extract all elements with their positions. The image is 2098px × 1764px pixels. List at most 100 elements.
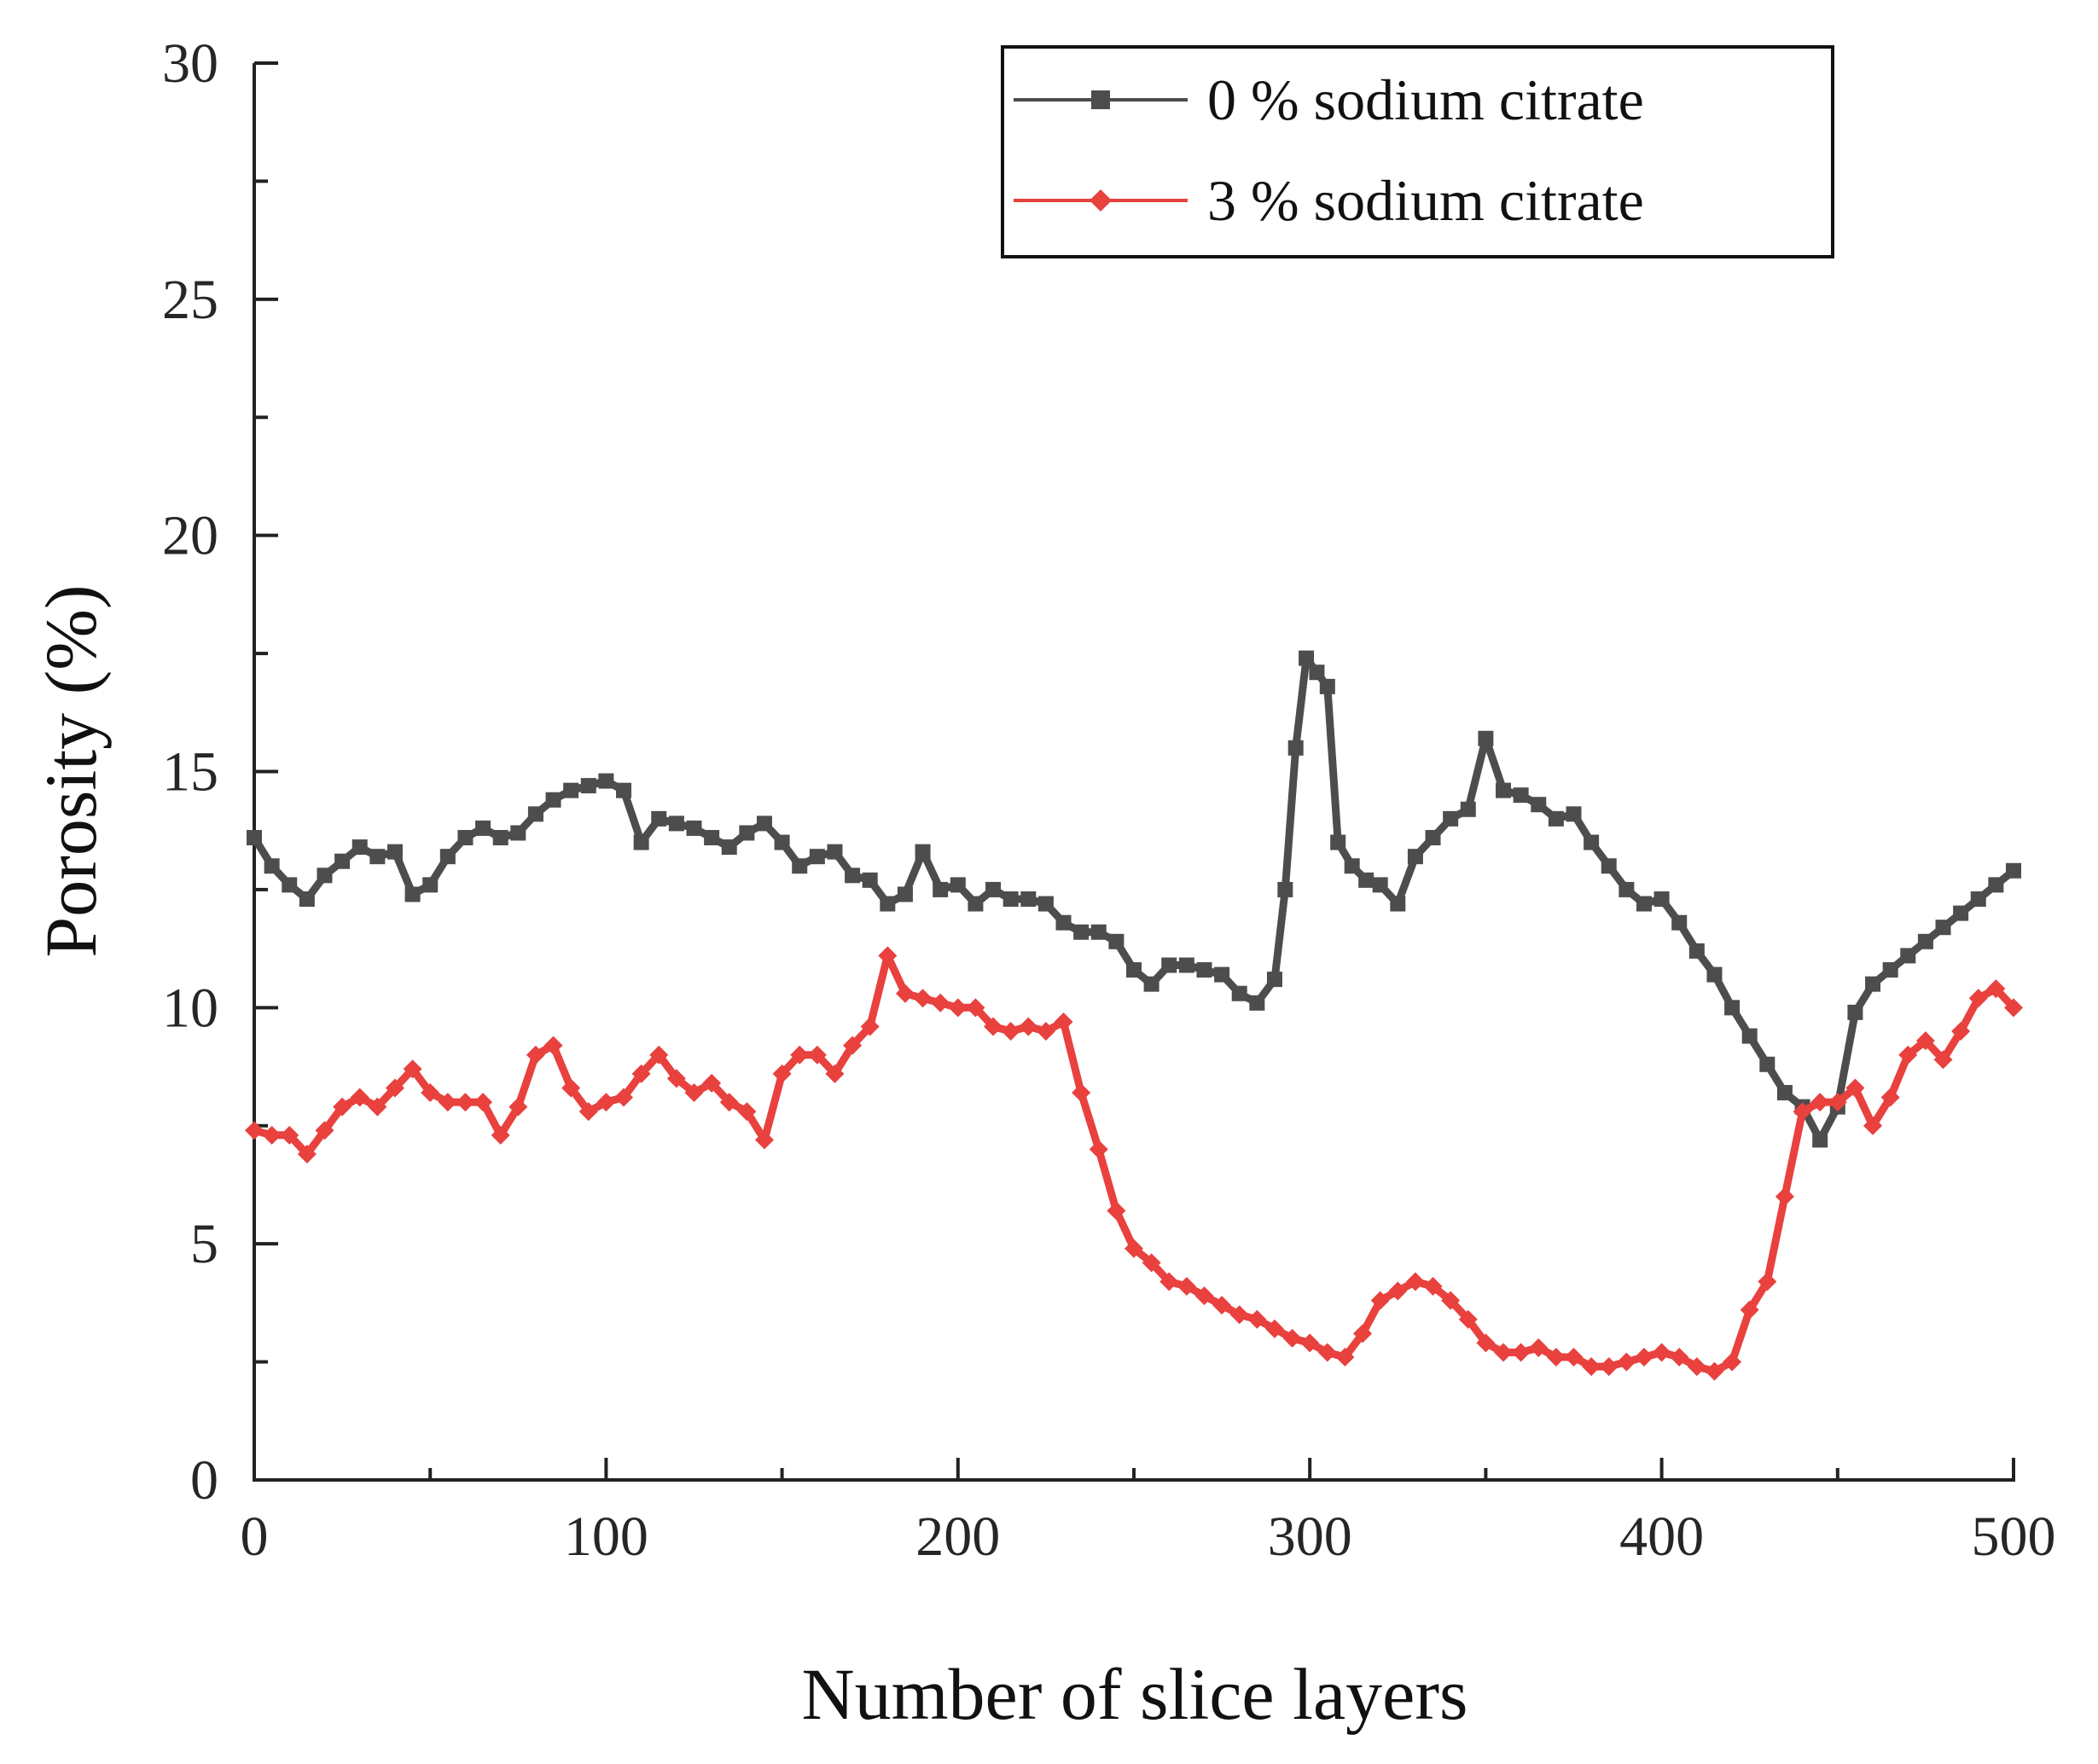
series-0-point — [756, 815, 772, 832]
series-1-point — [1194, 1286, 1214, 1306]
y-tick-label-1: 5 — [190, 1213, 218, 1275]
series-0-point — [317, 867, 333, 884]
series-0-point — [1319, 678, 1335, 694]
series-1 — [245, 946, 2023, 1381]
legend: 0 % sodium citrate 3 % sodium citrate — [1001, 45, 1834, 258]
series-0-point — [1584, 834, 1600, 850]
series-0-point — [510, 825, 526, 841]
series-0-point — [1073, 924, 1090, 940]
series-1-point — [1775, 1187, 1794, 1206]
series-0-point — [527, 806, 543, 822]
series-0-point — [1531, 797, 1547, 813]
series-0-point — [299, 891, 315, 907]
series-1-point — [772, 1064, 792, 1083]
series-1-point — [509, 1097, 528, 1117]
series-0-point — [1478, 730, 1494, 746]
series-1-point — [1793, 1102, 1812, 1122]
series-1-point — [1405, 1272, 1425, 1291]
series-0-point — [439, 849, 456, 865]
series-1-point — [931, 993, 950, 1013]
series-1-point — [543, 1036, 563, 1055]
series-1-point — [1212, 1296, 1232, 1315]
series-0-point — [968, 896, 984, 912]
series-0-point — [598, 773, 614, 789]
series-1-point — [368, 1097, 387, 1117]
series-0-point — [1161, 957, 1177, 973]
series-0-point — [1358, 872, 1374, 888]
series-0-point — [1741, 1028, 1758, 1044]
series-0-point — [1812, 1132, 1828, 1148]
series-1-point — [948, 998, 968, 1018]
series-0-point — [1390, 896, 1406, 912]
series-0-point — [897, 886, 913, 902]
series-0-point — [1443, 810, 1459, 827]
series-1-point — [1019, 1017, 1038, 1036]
series-0-point — [2006, 862, 2021, 879]
series-0-point — [563, 782, 579, 798]
series-0-point — [739, 825, 755, 841]
series-1-point — [421, 1082, 440, 1102]
series-1-point — [1617, 1352, 1636, 1372]
series-1-point — [1863, 1116, 1883, 1135]
series-1-point — [1177, 1276, 1196, 1296]
series-1-point — [1458, 1309, 1478, 1329]
series-1-point — [878, 946, 898, 966]
series-0-point — [1055, 914, 1072, 931]
series-1-point — [1723, 1352, 1742, 1372]
series-1-point — [1670, 1348, 1689, 1367]
series-0-point — [1231, 985, 1247, 1001]
series-0-point — [950, 877, 966, 893]
series-0-point — [721, 839, 737, 856]
series-1-point — [790, 1045, 810, 1065]
series-1-point — [1828, 1093, 1847, 1112]
legend-label-0: 0 % sodium citrate — [1207, 67, 1644, 132]
series-1-point — [403, 1059, 422, 1079]
series-1-point — [737, 1102, 757, 1122]
series-1-point — [1159, 1272, 1179, 1291]
series-1-point — [1441, 1291, 1461, 1310]
series-0-point — [933, 881, 949, 897]
series-0-point — [1372, 877, 1388, 893]
series-1-point — [1072, 1082, 1091, 1102]
series-1-point — [1142, 1253, 1161, 1273]
x-axis-title: Number of slice layers — [802, 1653, 1468, 1735]
series-0-point — [1143, 976, 1159, 992]
series-0-point — [1277, 881, 1293, 897]
series-1-point — [666, 1069, 686, 1088]
series-0-point — [1330, 834, 1346, 850]
series-1-point — [684, 1082, 704, 1102]
series-1-point — [245, 1121, 264, 1140]
legend-box — [1001, 45, 1834, 258]
series-0-point — [1299, 650, 1315, 666]
series-0-point — [880, 896, 896, 912]
x-tick-label-0: 0 — [241, 1506, 269, 1568]
series-0-point — [827, 844, 843, 860]
series-1-point — [561, 1078, 581, 1098]
series-0-point — [264, 858, 280, 874]
series-0-point — [492, 830, 509, 846]
series-0-point — [282, 877, 298, 893]
series-1-point — [843, 1036, 863, 1055]
series-1-point — [895, 984, 915, 1003]
series-1-point — [1036, 1022, 1055, 1042]
series-1-point — [807, 1045, 827, 1065]
series-1-point — [1529, 1338, 1549, 1357]
series-1-point — [297, 1144, 317, 1163]
series-1-point — [1511, 1343, 1531, 1362]
series-0-point — [915, 844, 931, 860]
y-tick-label-3: 15 — [162, 741, 218, 804]
y-tick-label-4: 20 — [162, 505, 218, 567]
series-0-point — [651, 810, 667, 827]
x-tick-label-1: 100 — [564, 1506, 648, 1568]
series-0-point — [1460, 801, 1476, 817]
series-0-point — [247, 830, 262, 846]
series-0-point — [1344, 858, 1360, 874]
series-1-point — [825, 1064, 845, 1083]
series-0-point — [1601, 858, 1617, 874]
series-1-point — [1107, 1201, 1126, 1221]
series-1-point — [1089, 1140, 1108, 1159]
series-1-point — [614, 1088, 634, 1107]
series-0-point — [1953, 905, 1969, 921]
series-1-point — [631, 1064, 651, 1083]
